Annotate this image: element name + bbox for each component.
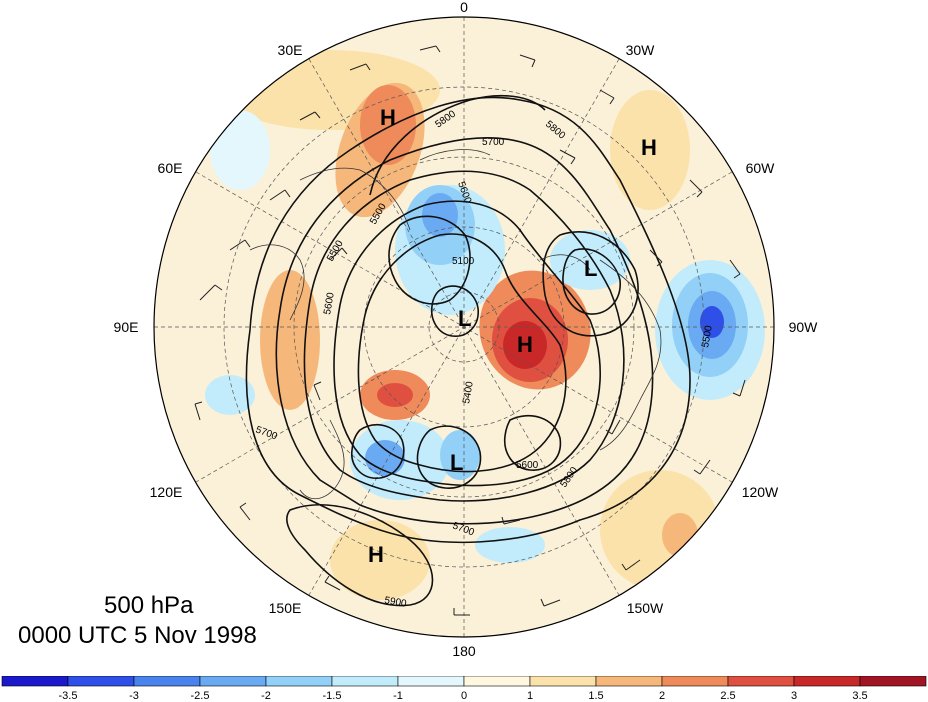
- colorbar-tick-label: -3: [129, 690, 139, 702]
- lon-label-60w: 60W: [746, 160, 776, 176]
- pressure-level-title: 500 hPa: [104, 592, 194, 619]
- colorbar-box: [265, 676, 333, 687]
- high-pacific-label: H: [368, 542, 384, 567]
- lon-label-90e: 90E: [114, 319, 139, 335]
- colorbar-box: [463, 676, 531, 687]
- contour-label: 5700: [482, 137, 505, 148]
- colorbar-tick-label: 3: [791, 690, 797, 702]
- colorbar-box: [595, 676, 663, 687]
- colorbar-box: [331, 676, 399, 687]
- lon-label-120w: 120W: [742, 484, 779, 500]
- colorbar-box: [397, 676, 465, 687]
- colorbar-tick-label: -2: [261, 690, 271, 702]
- colorbar-box: [529, 676, 597, 687]
- colorbar-box: [67, 676, 135, 687]
- colorbar-tick-label: -1: [393, 690, 403, 702]
- coastlines: [249, 149, 662, 500]
- lon-label-0: 0: [460, 0, 468, 15]
- lon-label-120e: 120E: [150, 484, 183, 500]
- high-ural-label: H: [380, 105, 396, 130]
- colorbar-tick-label: -1.5: [323, 690, 342, 702]
- contour-label: 5600: [516, 460, 539, 471]
- colorbar-box: [1, 676, 69, 687]
- contour-label: 5100: [452, 256, 475, 267]
- colorbar-box: [661, 676, 729, 687]
- colorbar-box: [133, 676, 201, 687]
- colorbar-tick-label: 0: [461, 690, 467, 702]
- height-contours: [245, 94, 691, 607]
- colorbar: -3.5 -3 -2.5 -2 -1.5 -1 0 1 1.5 2 2.5 3 3.5: [1, 676, 927, 702]
- colorbar-tick-label: -2.5: [191, 690, 210, 702]
- colorbar-tick-label: 2: [659, 690, 665, 702]
- lon-label-180: 180: [452, 643, 476, 659]
- colorbar-boxes: [1, 676, 927, 687]
- valid-time-title: 0000 UTC 5 Nov 1998: [18, 622, 257, 649]
- low-siberia-label: L: [450, 450, 463, 475]
- lon-label-30w: 30W: [626, 42, 656, 58]
- colorbar-box: [727, 676, 795, 687]
- high-canada-label: H: [517, 332, 533, 357]
- contour-label: 5900: [383, 595, 407, 610]
- colorbar-tick-label: -3.5: [59, 690, 78, 702]
- lon-label-90w: 90W: [789, 319, 819, 335]
- colorbar-ticks: -3.5 -3 -2.5 -2 -1.5 -1 0 1 1.5 2 2.5 3 3.5: [59, 690, 868, 702]
- low-hudson-label: L: [584, 256, 597, 281]
- high-atlantic-label: H: [641, 135, 657, 160]
- map-boundary: [153, 16, 775, 638]
- colorbar-box: [199, 676, 267, 687]
- wind-barbs: [194, 45, 746, 616]
- lon-label-60e: 60E: [158, 160, 183, 176]
- pressure-systems: H H H H L L L: [368, 105, 657, 567]
- contour-label: 5500: [700, 324, 715, 348]
- lon-label-150w: 150W: [627, 600, 664, 616]
- lon-label-150e: 150E: [269, 600, 302, 616]
- colorbar-box: [793, 676, 861, 687]
- colorbar-box: [859, 676, 927, 687]
- colorbar-tick-label: 1: [527, 690, 533, 702]
- lon-label-30e: 30E: [278, 42, 303, 58]
- low-pole-label: L: [458, 306, 471, 331]
- polar-stereographic-map: 5800 5700 5600 5500 5100 5400 5600 5700 …: [114, 0, 819, 659]
- colorbar-tick-label: 1.5: [588, 690, 603, 702]
- contour-label: 5400: [461, 380, 476, 404]
- longitude-labels: 0 30W 60W 90W 120W 150W 180 150E 120E 90…: [114, 0, 819, 659]
- contour-label: 5600: [322, 291, 337, 315]
- colorbar-tick-label: 2.5: [720, 690, 735, 702]
- colorbar-tick-label: 3.5: [852, 690, 867, 702]
